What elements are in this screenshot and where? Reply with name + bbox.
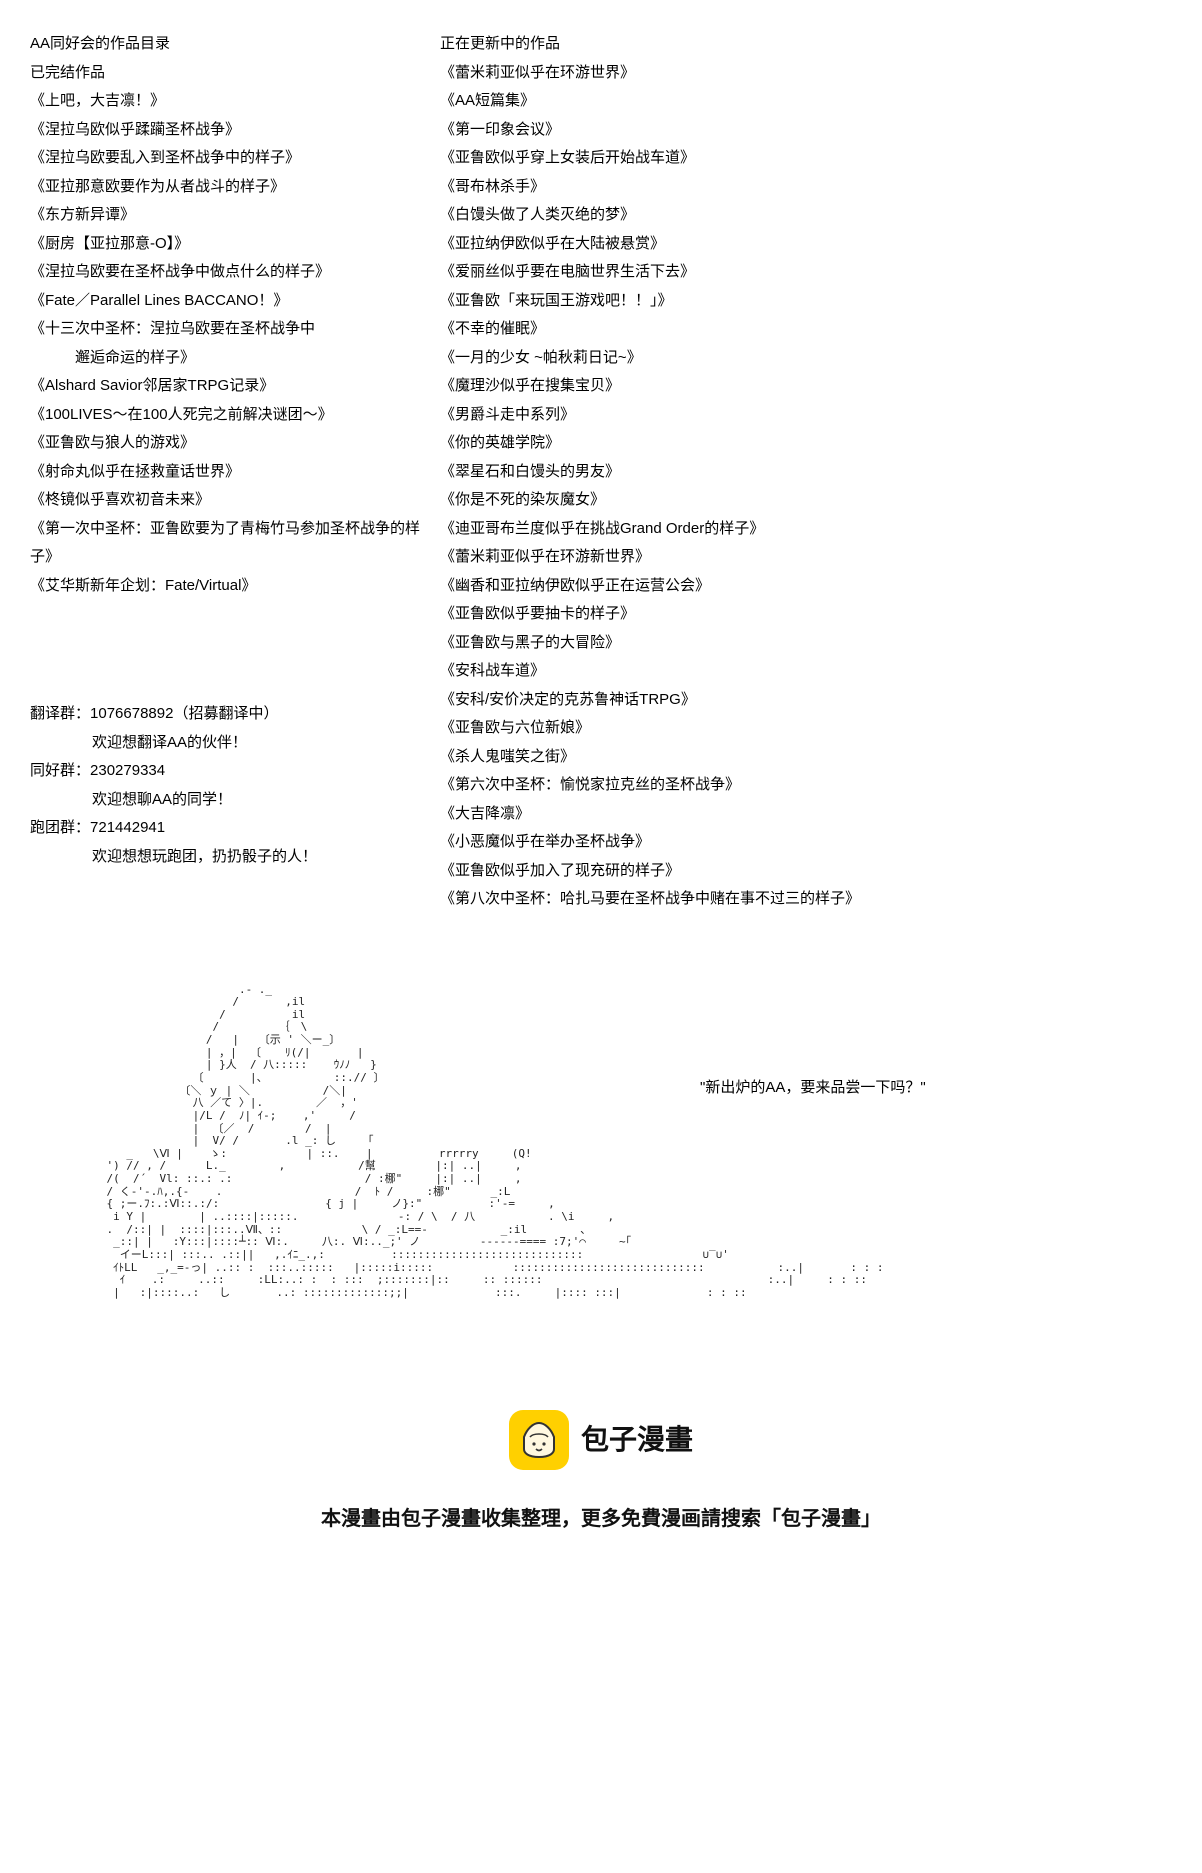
work-item: 《艾华斯新年企划：Fate/Virtual》 (30, 572, 420, 601)
run-id: 721442941 (90, 819, 165, 836)
work-item: 《迪亚哥布兰度似乎在挑战Grand Order的样子》 (440, 515, 1172, 544)
work-item: 《第一次中圣杯：亚鲁欧要为了青梅竹马参加圣杯战争的样子》 (30, 515, 420, 572)
work-item: 《爱丽丝似乎要在电脑世界生活下去》 (440, 258, 1172, 287)
updating-works-list: 《蕾米莉亚似乎在环游世界》《AA短篇集》《第一印象会议》《亚鲁欧似乎穿上女装后开… (440, 59, 1172, 914)
work-item: 《白馒头做了人类灭绝的梦》 (440, 201, 1172, 230)
fan-desc: 欢迎想聊AA的同学！ (30, 786, 420, 815)
work-item: 《亚拉纳伊欧似乎在大陆被悬赏》 (440, 230, 1172, 259)
work-item: 《亚鲁欧与狼人的游戏》 (30, 429, 420, 458)
work-item: 《上吧，大吉凛！》 (30, 87, 420, 116)
translate-desc: 欢迎想翻译AA的伙伴！ (30, 729, 420, 758)
work-item: 《Fate／Parallel Lines BACCANO！》 (30, 287, 420, 316)
work-item: 《柊镜似乎喜欢初音未来》 (30, 486, 420, 515)
work-item: 《亚鲁欧与六位新娘》 (440, 714, 1172, 743)
work-item: 《一月的少女 ~帕秋莉日记~》 (440, 344, 1172, 373)
ascii-section: .- ._ / ,il / il / ｛ \ / | 〔示 ' ＼ー_〕 | ，… (0, 924, 1202, 1330)
work-item: 《你是不死的染灰魔女》 (440, 486, 1172, 515)
ascii-quote: "新出炉的AA，要来品尝一下吗？" (700, 984, 926, 1300)
work-item: 《男爵斗走中系列》 (440, 401, 1172, 430)
work-item: 《射命丸似乎在拯救童话世界》 (30, 458, 420, 487)
work-item: 《翠星石和白馒头的男友》 (440, 458, 1172, 487)
work-item: 《亚鲁欧「来玩国王游戏吧！！」》 (440, 287, 1172, 316)
work-item: 《100LIVES～在100人死完之前解决谜团～》 (30, 401, 420, 430)
main-columns: AA同好会的作品目录 已完结作品 《上吧，大吉凛！》《涅拉乌欧似乎蹂躏圣杯战争》… (0, 0, 1202, 924)
baozi-logo-icon (509, 1410, 569, 1470)
run-label: 跑团群： (30, 819, 90, 836)
work-item: 《十三次中圣杯：涅拉乌欧要在圣杯战争中 (30, 315, 420, 344)
work-item: 《亚鲁欧似乎要抽卡的样子》 (440, 600, 1172, 629)
work-item: 《涅拉乌欧似乎蹂躏圣杯战争》 (30, 116, 420, 145)
completed-title: 已完结作品 (30, 59, 420, 88)
run-group: 跑团群：721442941 (30, 814, 420, 843)
logo-row: 包子漫畫 (509, 1410, 693, 1470)
left-column: AA同好会的作品目录 已完结作品 《上吧，大吉凛！》《涅拉乌欧似乎蹂躏圣杯战争》… (30, 30, 440, 914)
work-item: 《涅拉乌欧要在圣杯战争中做点什么的样子》 (30, 258, 420, 287)
work-item: 《大吉降凛》 (440, 800, 1172, 829)
work-item: 《东方新异谭》 (30, 201, 420, 230)
fan-group: 同好群：230279334 (30, 757, 420, 786)
work-item: 《杀人鬼嗤笑之街》 (440, 743, 1172, 772)
fan-id: 230279334 (90, 762, 165, 779)
work-item: 《不幸的催眠》 (440, 315, 1172, 344)
work-item: 《亚鲁欧似乎加入了现充研的样子》 (440, 857, 1172, 886)
work-item: 《蕾米莉亚似乎在环游世界》 (440, 59, 1172, 88)
footer-text: 本漫畫由包子漫畫收集整理，更多免費漫画請搜索「包子漫畫」 (0, 1500, 1202, 1538)
updating-title: 正在更新中的作品 (440, 30, 1172, 59)
translate-label: 翻译群： (30, 705, 90, 722)
work-item: 《哥布林杀手》 (440, 173, 1172, 202)
work-item: 《魔理沙似乎在搜集宝贝》 (440, 372, 1172, 401)
work-item: 《小恶魔似乎在举办圣杯战争》 (440, 828, 1172, 857)
work-item: 《安科/安价决定的克苏鲁神话TRPG》 (440, 686, 1172, 715)
work-item: 《第一印象会议》 (440, 116, 1172, 145)
work-item: 邂逅命运的样子》 (30, 344, 420, 373)
work-item: 《蕾米莉亚似乎在环游新世界》 (440, 543, 1172, 572)
work-item: 《亚拉那意欧要作为从者战斗的样子》 (30, 173, 420, 202)
run-desc: 欢迎想想玩跑团，扔扔骰子的人！ (30, 843, 420, 872)
logo-text: 包子漫畫 (581, 1413, 693, 1466)
work-item: 《涅拉乌欧要乱入到圣杯战争中的样子》 (30, 144, 420, 173)
translate-group: 翻译群：1076678892（招募翻译中） (30, 700, 420, 729)
work-item: 《亚鲁欧与黑子的大冒险》 (440, 629, 1172, 658)
work-item: 《安科战车道》 (440, 657, 1172, 686)
completed-works-list: 《上吧，大吉凛！》《涅拉乌欧似乎蹂躏圣杯战争》《涅拉乌欧要乱入到圣杯战争中的样子… (30, 87, 420, 600)
work-item: 《AA短篇集》 (440, 87, 1172, 116)
catalog-header: AA同好会的作品目录 (30, 30, 420, 59)
work-item: 《亚鲁欧似乎穿上女装后开始战车道》 (440, 144, 1172, 173)
footer: 包子漫畫 本漫畫由包子漫畫收集整理，更多免費漫画請搜索「包子漫畫」 (0, 1330, 1202, 1578)
work-item: 《你的英雄学院》 (440, 429, 1172, 458)
translate-id: 1076678892（招募翻译中） (90, 705, 278, 722)
work-item: 《厨房【亚拉那意-O】》 (30, 230, 420, 259)
work-item: 《第八次中圣杯：哈扎马要在圣杯战争中赌在事不过三的样子》 (440, 885, 1172, 914)
groups-section: 翻译群：1076678892（招募翻译中） 欢迎想翻译AA的伙伴！ 同好群：23… (30, 700, 420, 871)
ascii-art: .- ._ / ,il / il / ｛ \ / | 〔示 ' ＼ー_〕 | ，… (80, 984, 700, 1300)
work-item: 《第六次中圣杯：愉悦家拉克丝的圣杯战争》 (440, 771, 1172, 800)
fan-label: 同好群： (30, 762, 90, 779)
work-item: 《幽香和亚拉纳伊欧似乎正在运营公会》 (440, 572, 1172, 601)
work-item: 《Alshard Savior邻居家TRPG记录》 (30, 372, 420, 401)
right-column: 正在更新中的作品 《蕾米莉亚似乎在环游世界》《AA短篇集》《第一印象会议》《亚鲁… (440, 30, 1172, 914)
